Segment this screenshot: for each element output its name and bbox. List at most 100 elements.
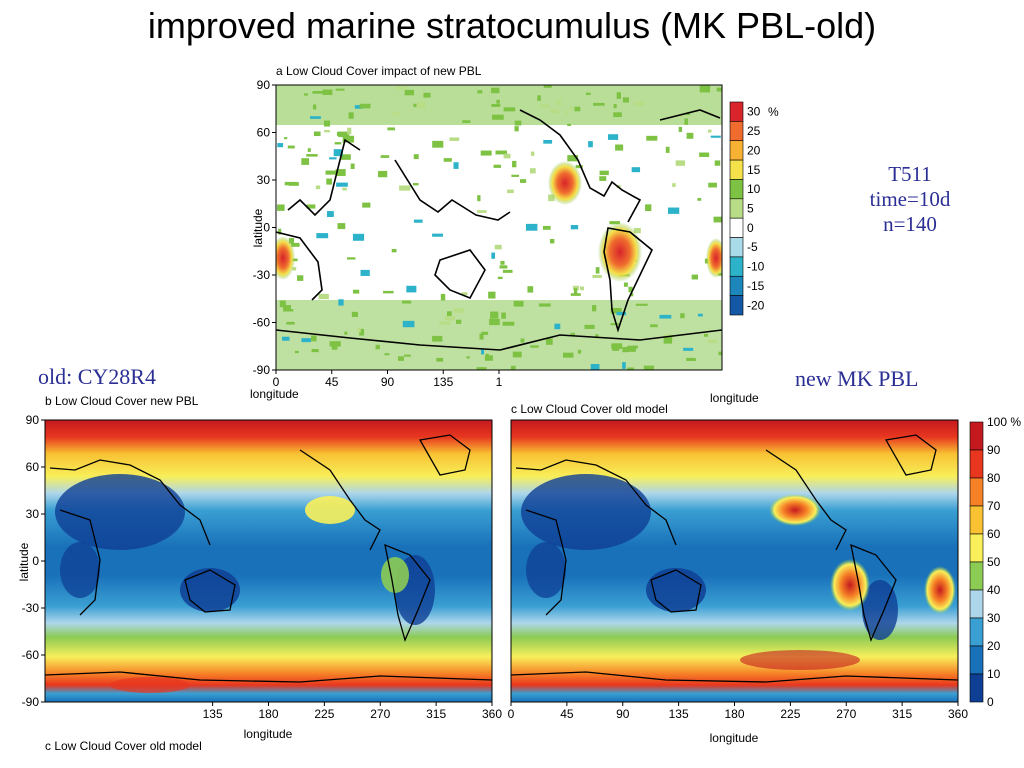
colorbar-difference-swatch (729, 275, 744, 296)
panel-b-ytick-label: -30 (22, 601, 40, 615)
speckle (284, 137, 288, 140)
colorbar-cover-label: 20 (987, 639, 1001, 653)
panel-a-speckles (277, 85, 722, 370)
speckle (542, 225, 551, 230)
speckle (277, 143, 284, 148)
speckle (567, 155, 579, 162)
speckle (511, 174, 519, 177)
speckle (416, 101, 426, 109)
panel-c-xtick-label: 135 (669, 707, 689, 721)
speckle (507, 189, 514, 194)
speckle (461, 292, 468, 296)
speckle (338, 131, 350, 138)
panel-b-xtick-label: 180 (258, 707, 278, 721)
speckle (537, 95, 541, 101)
panel-a-ytick-label: -90 (253, 363, 271, 377)
speckle (278, 228, 282, 235)
speckle (574, 106, 581, 112)
speckle (665, 146, 670, 153)
panel-b-ytick-label: -60 (22, 648, 40, 662)
speckle (650, 324, 658, 328)
speckle (413, 154, 419, 160)
speckle (453, 308, 464, 313)
colorbar-cover-swatch (969, 617, 984, 647)
speckle (391, 248, 397, 253)
speckle (579, 286, 585, 291)
speckle (633, 227, 641, 234)
speckle (635, 303, 648, 306)
speckle (570, 293, 581, 296)
speckle (316, 233, 329, 239)
speckle (514, 120, 522, 126)
speckle (708, 129, 712, 133)
speckle (627, 345, 636, 352)
panel-a-x-axis: 0 45 90 135 1 (273, 370, 503, 389)
speckle (325, 170, 337, 175)
panel-b-xtick-label: 225 (314, 707, 334, 721)
speckle (530, 345, 539, 348)
speckle (352, 233, 365, 241)
panel-b-ylabel: latitude (17, 542, 31, 581)
colorbar-cover-label: 0 (987, 695, 994, 709)
panel-b-californian-sc (305, 496, 355, 524)
speckle (687, 135, 692, 138)
colorbar-difference-label: -5 (747, 240, 758, 254)
speckle (592, 305, 597, 312)
colorbar-difference-unit: % (768, 105, 779, 119)
speckle (436, 357, 444, 362)
speckle (480, 150, 492, 156)
panel-c-background (511, 420, 958, 702)
speckle (403, 354, 411, 357)
panel-a-californian-max (548, 161, 582, 205)
speckle (599, 170, 609, 176)
speckle (683, 347, 694, 351)
speckle (530, 151, 535, 156)
speckle (481, 349, 485, 355)
speckle (616, 311, 627, 316)
colorbar-cover-label: 60 (987, 527, 1001, 541)
colorbar-cover-label: 80 (987, 471, 1001, 485)
colorbar-difference-label: -20 (747, 298, 765, 312)
panel-c-top-cut-label: longitude (710, 391, 759, 405)
colorbar-cover-swatch (969, 589, 984, 619)
colorbar-cover-label: 50 (987, 555, 1001, 569)
speckle (282, 336, 290, 341)
panel-c-peruvian-sc (830, 559, 870, 611)
speckle (686, 357, 696, 362)
speckle (283, 305, 291, 312)
speckle (538, 104, 550, 108)
panel-a-xtick-label: 135 (433, 375, 453, 389)
panel-c-xtick-label: 90 (616, 707, 630, 721)
panel-b-ytick-label: 0 (32, 554, 39, 568)
panel-c-xtick-label: 180 (724, 707, 744, 721)
speckle (573, 288, 578, 295)
colorbar-cover-swatch (969, 421, 984, 451)
speckle (462, 120, 471, 123)
old-model-note: old: CY28R4 (38, 364, 156, 389)
speckle (347, 127, 352, 135)
panel-a-ytick-label: 0 (263, 221, 270, 235)
panel-c-xtick-label: 270 (836, 707, 856, 721)
panel-a-ytick-label: 30 (257, 173, 271, 187)
speckle (616, 92, 621, 99)
speckle (512, 160, 517, 168)
speckle (496, 99, 500, 104)
speckle (645, 204, 652, 212)
speckle (549, 239, 555, 244)
speckle (476, 367, 487, 370)
speckle (550, 109, 560, 114)
speckle (659, 314, 672, 319)
speckle (291, 242, 300, 247)
colorbar-difference-label: 30 (747, 105, 761, 119)
speckle (493, 164, 501, 168)
speckle (324, 130, 330, 133)
speckle (323, 120, 331, 127)
speckle (491, 103, 501, 107)
speckle (512, 351, 522, 358)
speckle (378, 170, 388, 178)
panel-b-xlabel: longitude (244, 727, 293, 741)
speckle (613, 112, 622, 118)
colorbar-difference-label: -15 (747, 279, 765, 293)
colorbar-difference-swatch (729, 295, 744, 316)
panel-c-asia-low (521, 474, 651, 550)
